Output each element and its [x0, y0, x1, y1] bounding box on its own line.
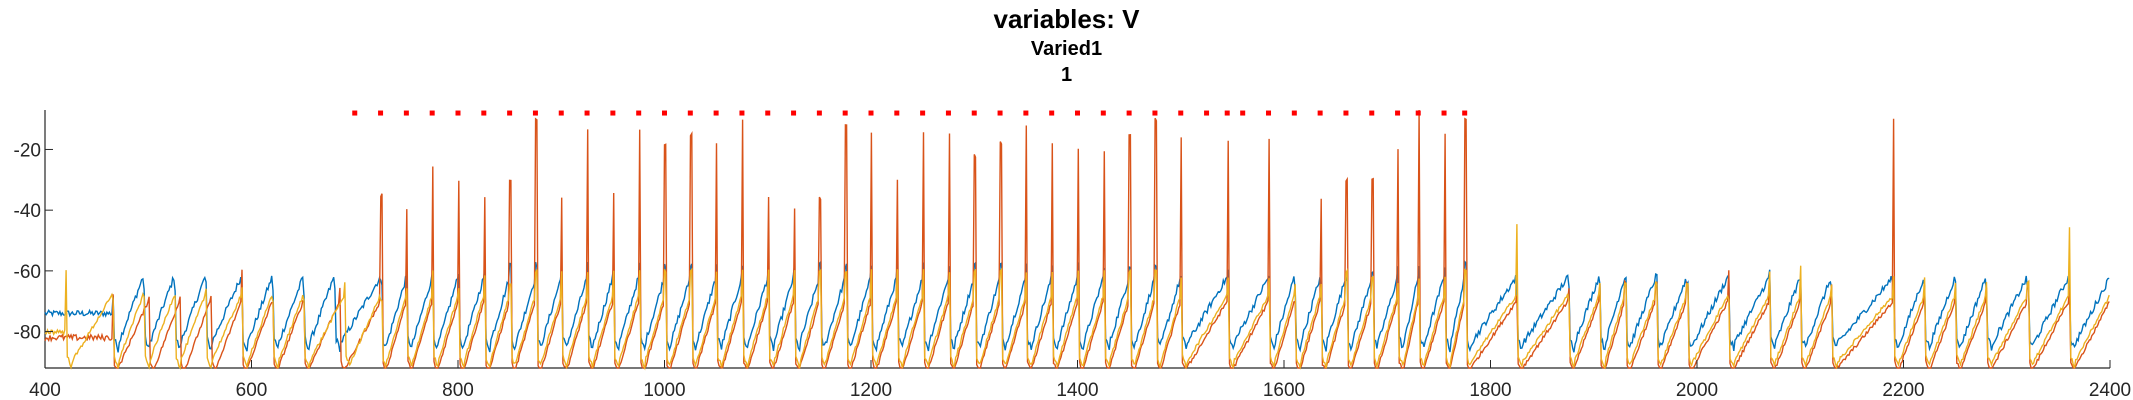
- spike-marker: [1266, 110, 1272, 116]
- x-tick-label: 800: [442, 380, 474, 400]
- spike-marker: [1343, 110, 1349, 116]
- title-block: variables: V Varied1 1: [0, 0, 2133, 88]
- spike-marker: [1023, 110, 1029, 116]
- spike-marker: [1395, 110, 1401, 116]
- spike-marker: [558, 110, 564, 116]
- spike-marker: [687, 110, 693, 116]
- spike-marker: [816, 110, 822, 116]
- spike-marker: [971, 110, 977, 116]
- spike-marker: [842, 110, 848, 116]
- spike-marker: [455, 110, 461, 116]
- spike-marker: [1462, 110, 1468, 116]
- spike-marker: [352, 110, 358, 116]
- spike-marker: [1441, 110, 1447, 116]
- x-tick-label: 400: [29, 380, 61, 400]
- chart-subtitle-2: 1: [1060, 64, 1073, 86]
- spike-marker: [1291, 110, 1297, 116]
- y-tick-label: -40: [14, 201, 41, 222]
- spike-marker: [1240, 110, 1246, 116]
- spike-marker: [868, 110, 874, 116]
- spike-marker: [532, 110, 538, 116]
- spike-marker: [1049, 110, 1055, 116]
- x-tick-label: 600: [236, 380, 268, 400]
- x-tick-label: 2000: [1676, 380, 1718, 400]
- x-tick-label: 1200: [850, 380, 892, 400]
- spike-marker: [1126, 110, 1132, 116]
- tick-layer: 400 600 800 1000 1200 1400 1600 1800 2000 2200 240…: [14, 140, 2132, 400]
- spike-marker: [636, 110, 642, 116]
- x-tick-label: 1800: [1469, 380, 1511, 400]
- spike-marker: [791, 110, 797, 116]
- spike-marker: [765, 110, 771, 116]
- spike-marker: [507, 110, 513, 116]
- spike-marker: [378, 110, 384, 116]
- chart-title: variables: V: [993, 4, 1140, 34]
- spike-marker: [1224, 110, 1230, 116]
- x-tick-label: 1600: [1263, 380, 1305, 400]
- spike-marker: [1178, 110, 1184, 116]
- spike-marker: [920, 110, 926, 116]
- spike-marker: [1075, 110, 1080, 116]
- spike-marker: [403, 110, 409, 116]
- spike-marker: [997, 110, 1003, 116]
- series-line-yellow: [44, 224, 2110, 371]
- spike-marker: [662, 110, 667, 116]
- spike-marker: [894, 110, 900, 116]
- series-layer: [44, 109, 2110, 371]
- spike-marker: [429, 110, 435, 116]
- spike-marker: [1369, 110, 1375, 116]
- x-tick-label: 2200: [1882, 380, 1924, 400]
- spike-marker: [610, 110, 616, 116]
- chart-subtitle: Varied1: [1030, 38, 1103, 60]
- x-tick-label: 1000: [643, 380, 685, 400]
- spike-marker: [1415, 110, 1421, 116]
- spike-marker: [945, 110, 951, 116]
- spike-marker: [481, 110, 487, 116]
- spike-marker-layer: [352, 110, 1468, 116]
- spike-marker: [1317, 110, 1323, 116]
- spike-marker: [739, 110, 745, 116]
- spike-marker: [1152, 110, 1158, 116]
- series-line-red: [44, 109, 2110, 370]
- y-tick-label: -20: [14, 140, 41, 161]
- spike-marker: [713, 110, 719, 116]
- spike-marker: [1204, 110, 1210, 116]
- spike-marker: [1100, 110, 1106, 116]
- x-tick-label: 2400: [2089, 380, 2131, 400]
- spike-marker: [584, 110, 590, 116]
- x-tick-label: 1400: [1056, 380, 1098, 400]
- y-tick-label: -80: [14, 323, 41, 344]
- y-tick-label: -60: [14, 262, 41, 283]
